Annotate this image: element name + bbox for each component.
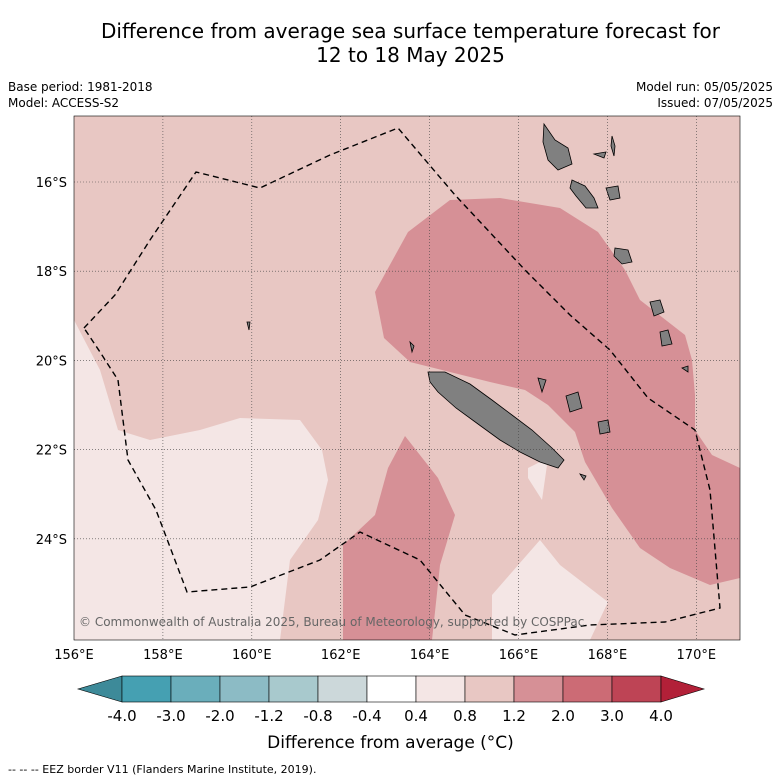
belep-islands: [409, 340, 415, 354]
colorbar-swatch: [219, 675, 270, 703]
meta-right: Model run: 05/05/2025 Issued: 07/05/2025: [636, 79, 773, 111]
colorbar-swatch: [464, 675, 515, 703]
map-frame: [73, 115, 741, 641]
colorbar-tick-label: -4.0: [107, 707, 136, 725]
isle-of-pines: [579, 473, 587, 481]
colorbar-over-arrow: [660, 675, 706, 703]
title-line-1: Difference from average sea surface temp…: [100, 19, 720, 43]
new-caledonia: [427, 371, 565, 469]
chesterfield-islands: [246, 321, 251, 331]
latitude-tick-label: 18°S: [36, 265, 67, 280]
anomaly-area-warm-south: [343, 436, 455, 640]
landmasses: [246, 122, 689, 481]
latitude-tick-label: 22°S: [36, 444, 67, 459]
pentecost: [610, 135, 616, 157]
colorbar-tick-label: 4.0: [649, 707, 673, 725]
colorbar-tick-label: 2.0: [551, 707, 575, 725]
malekula: [569, 179, 599, 209]
colorbar-tick-label: -2.0: [205, 707, 234, 725]
tanna: [659, 329, 673, 347]
map-area: © Commonwealth of Australia 2025, Bureau…: [74, 116, 740, 640]
anomaly-area-cool-west: [74, 320, 328, 640]
latitude-tick-label: 16°S: [36, 176, 67, 191]
longitude-tick-label: 158°E: [143, 648, 183, 663]
colorbar: -4.0 -3.0 -2.0 -1.2 -0.8 -0.4 0.4 0.8 1.2 2.0 3.0 4…: [76, 675, 706, 725]
latitude-tick-label: 24°S: [36, 533, 67, 548]
model-name: Model: ACCESS-S2: [8, 96, 120, 110]
colorbar-under-arrow: [76, 675, 123, 703]
ouvea: [537, 377, 547, 394]
colorbar-swatch: [611, 675, 662, 703]
longitude-tick-label: 168°E: [588, 648, 628, 663]
longitude-tick-label: 170°E: [677, 648, 717, 663]
mare: [597, 419, 611, 435]
longitude-tick-label: 160°E: [232, 648, 272, 663]
colorbar-swatch: [170, 675, 221, 703]
colorbar-tick-label: 3.0: [600, 707, 624, 725]
longitude-tick-label: 164°E: [410, 648, 450, 663]
longitude-tick-label: 166°E: [499, 648, 539, 663]
meta-left: Base period: 1981-2018 Model: ACCESS-S2: [8, 79, 153, 111]
anomaly-area-cool-bottom: [128, 628, 220, 640]
espiritu-santo: [542, 122, 573, 171]
colorbar-swatch: [366, 675, 417, 703]
colorbar-tick-label: 0.8: [453, 707, 477, 725]
latitude-tick-label: 20°S: [36, 354, 67, 369]
anomaly-area-warm-east: [375, 198, 740, 585]
aneityum: [681, 365, 689, 373]
anomaly-area-cool-south: [492, 540, 608, 640]
graticule: [74, 116, 740, 640]
colorbar-tick-label: -0.4: [352, 707, 381, 725]
colorbar-swatch: [415, 675, 466, 703]
colorbar-tick-label: -3.0: [156, 707, 185, 725]
model-run: Model run: 05/05/2025: [635, 80, 773, 94]
base-period: Base period: 1981-2018: [8, 80, 153, 94]
longitude-labels: 156°E 158°E 160°E 162°E 164°E 166°E 168°E 170°E: [54, 648, 716, 663]
ambae: [592, 151, 607, 159]
colorbar-tick-label: -1.2: [254, 707, 283, 725]
map-title: Difference from average sea surface temp…: [0, 19, 781, 67]
eez-legend-note: -- -- -- EEZ border V11 (Flanders Marine…: [8, 763, 317, 776]
colorbar-tick-label: 0.4: [404, 707, 428, 725]
colorbar-swatch: [562, 675, 613, 703]
maewo: [605, 185, 621, 201]
lifou: [565, 391, 583, 413]
colorbar-swatch: [317, 675, 368, 703]
copyright-text: © Commonwealth of Australia 2025, Bureau…: [79, 615, 584, 629]
longitude-tick-label: 156°E: [54, 648, 94, 663]
latitude-labels: 16°S 18°S 20°S 22°S 24°S: [36, 176, 67, 548]
anomaly-area-cool-islet: [528, 458, 548, 500]
eez-border: [83, 127, 721, 636]
colorbar-tick-label: -0.8: [303, 707, 332, 725]
title-line-2: 12 to 18 May 2025: [316, 43, 505, 67]
colorbar-swatch: [121, 675, 172, 703]
colorbar-swatch: [268, 675, 319, 703]
erromango: [649, 299, 665, 317]
colorbar-swatch: [513, 675, 564, 703]
issued-date: Issued: 07/05/2025: [657, 96, 773, 110]
colorbar-tick-label: 1.2: [502, 707, 526, 725]
efate: [613, 247, 633, 265]
longitude-tick-label: 162°E: [321, 648, 361, 663]
colorbar-title: Difference from average (°C): [267, 733, 514, 753]
